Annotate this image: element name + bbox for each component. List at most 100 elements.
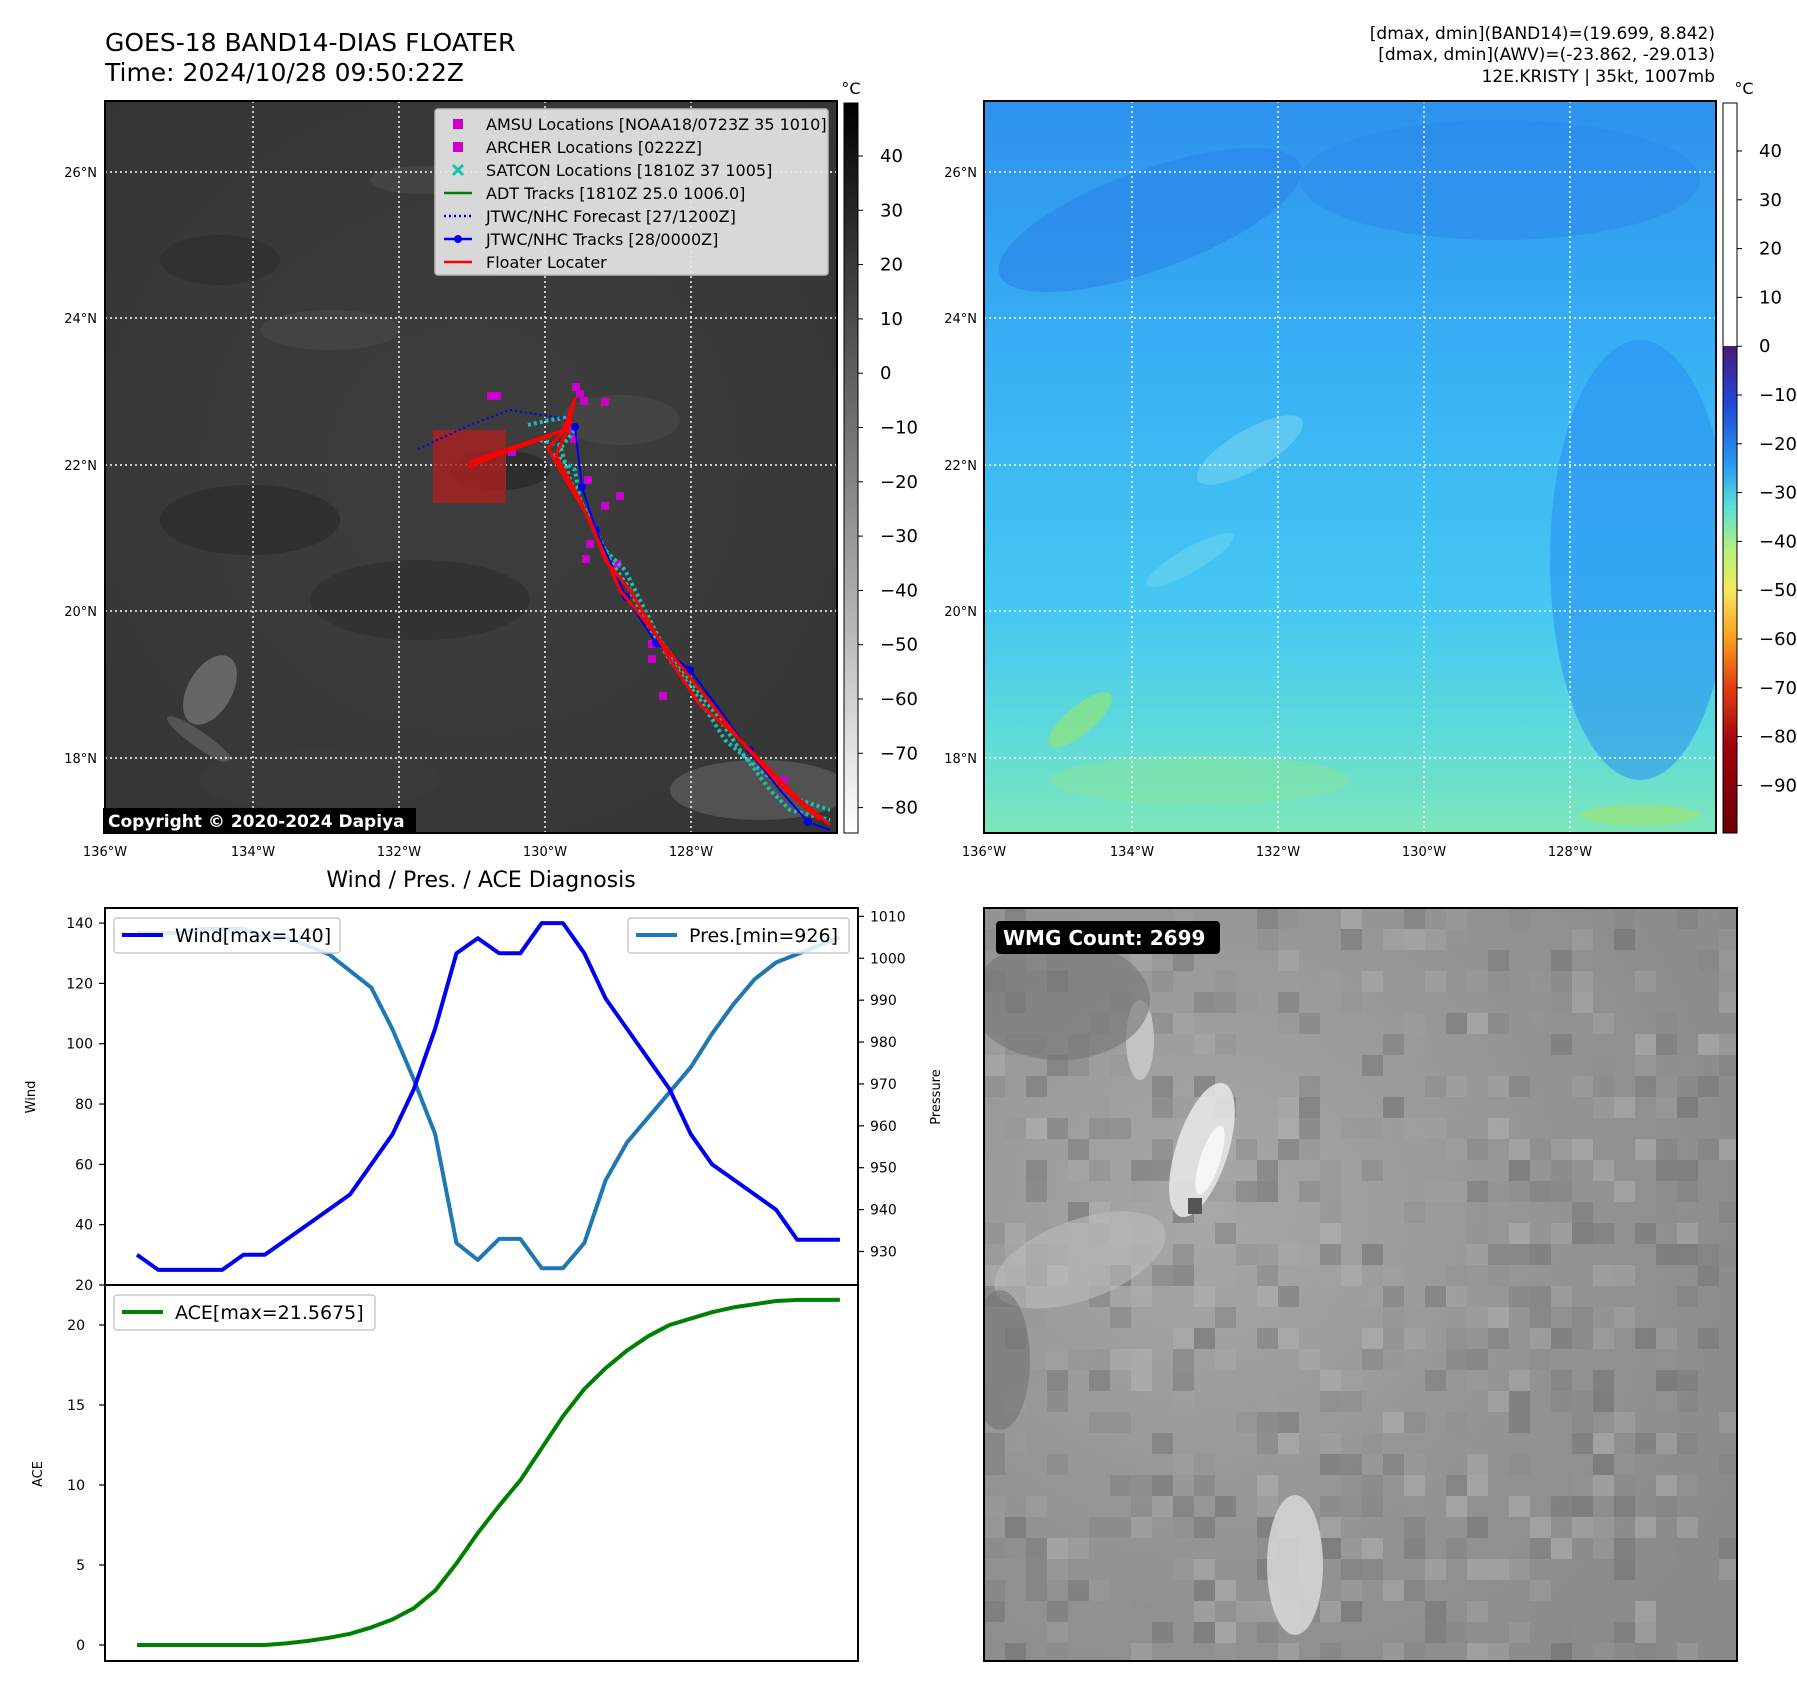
figure-time: Time: 2024/10/28 09:50:22Z (104, 58, 464, 87)
pressure-tick-label: 1010 (870, 909, 906, 925)
pressure-tick-label: 950 (870, 1161, 897, 1177)
wmg-count-badge (996, 921, 1220, 954)
ir-colorbar-tick-label: 10 (880, 309, 903, 330)
pressure-tick-label: 990 (870, 993, 897, 1009)
legend-dot-marker (454, 235, 462, 243)
wmg-count-label: WMG Count: 2699 (1003, 926, 1205, 950)
wv-colorbar-tick-label: 20 (1759, 239, 1782, 260)
jtwc-forecast-track (417, 408, 576, 450)
ace-legend-box (113, 1294, 376, 1331)
wv-colorbar-tick-label: 10 (1759, 287, 1782, 308)
pressure-legend: Pres.[min=926] (627, 917, 850, 954)
pressure-tick-label: 960 (870, 1119, 897, 1135)
ir-colorbar-ticks: 40 30 20 10 0 −10 −20 −30 −40 −50 −60 −70 −80 (858, 146, 918, 819)
wv-lon-label: 132°W (1256, 845, 1300, 860)
wv-lat-label: 18°N (944, 752, 977, 767)
legend-item: Floater Locater (444, 253, 607, 272)
ir-lat-label: 20°N (64, 605, 97, 620)
figure-title: GOES-18 BAND14-DIAS FLOATER (105, 28, 515, 57)
wv-colorbar-tick-label: −60 (1759, 629, 1797, 650)
ir-lat-label: 22°N (64, 459, 97, 474)
legend-item-label: ADT Tracks [1810Z 25.0 1006.0] (486, 184, 745, 203)
ir-cloud-texture (160, 166, 837, 820)
pressure-tick-label: 940 (870, 1203, 897, 1219)
wmg-frame (983, 907, 1738, 1662)
legend-item: ARCHER Locations [0222Z] (453, 138, 702, 157)
wind-pressure-axes (104, 907, 859, 1286)
wind-tick-label: 80 (75, 1097, 93, 1113)
wv-colorbar-tick-label: −80 (1759, 727, 1797, 748)
wind-tick-label: 20 (75, 1278, 93, 1294)
ace-legend: ACE[max=21.5675] (113, 1294, 376, 1331)
pressure-axis-label: Pressure (929, 1069, 944, 1125)
legend-item-label: Floater Locater (486, 253, 607, 272)
ir-colorbar-tick-label: 20 (880, 255, 903, 276)
ace-tick-label: 5 (76, 1558, 85, 1574)
wind-legend-label: Wind[max=140] (175, 925, 331, 947)
wv-lon-label: 134°W (1110, 845, 1154, 860)
ir-map-panel: AMSU Locations [NOAA18/0723Z 35 1010] ARC… (64, 79, 918, 860)
wmg-center-pixel (1188, 1198, 1202, 1214)
wv-colorbar-ticks: 40 30 20 10 0 −10 −20 −30 −40 −50 −60 −70 −80 −90 (1737, 141, 1797, 796)
copyright-bg (103, 808, 416, 834)
legend-item-label: AMSU Locations [NOAA18/0723Z 35 1010] (486, 115, 827, 134)
jtwc-track-points (571, 423, 812, 826)
legend-x-marker (451, 163, 465, 177)
ir-lon-labels: 136°W 134°W 132°W 130°W 128°W (83, 845, 713, 860)
ir-colorbar-tick-label: −60 (880, 689, 918, 710)
ir-colorbar-tick-label: −10 (880, 418, 918, 439)
awv-range: [dmax, dmin](AWV)=(-23.862, -29.013) (1378, 45, 1715, 65)
wv-colorbar-tick-label: −40 (1759, 531, 1797, 552)
ir-colorbar-tick-label: 0 (880, 363, 891, 384)
wv-lat-label: 22°N (944, 459, 977, 474)
ace-line-group (137, 1297, 840, 1647)
band14-range: [dmax, dmin](BAND14)=(19.699, 8.842) (1370, 24, 1715, 44)
wmg-bright-features (984, 940, 1323, 1635)
wv-lon-labels: 136°W 134°W 132°W 130°W 128°W (962, 845, 1592, 860)
ace-tick-label: 15 (67, 1398, 85, 1414)
legend-item-label: ARCHER Locations [0222Z] (486, 138, 702, 157)
diagnosis-panel: Wind / Pres. / ACE Diagnosis 14012010080… (24, 868, 944, 1662)
legend-box (434, 108, 829, 276)
ir-colorbar-tick-label: −40 (880, 580, 918, 601)
ir-lat-labels: 26°N 24°N 22°N 20°N 18°N (64, 166, 97, 767)
pressure-legend-box (627, 917, 850, 954)
legend-item-label: JTWC/NHC Forecast [27/1200Z] (485, 207, 736, 226)
ir-colorbar-tick-label: 30 (880, 200, 903, 221)
ir-colorbar-tick-label: −70 (880, 743, 918, 764)
wv-lon-label: 130°W (1402, 845, 1446, 860)
legend-item: SATCON Locations [1810Z 37 1005] (451, 161, 772, 180)
wv-colorbar-unit: °C (1734, 79, 1753, 98)
wind-tick-label: 120 (66, 976, 93, 992)
wv-colorbar-tick-label: −20 (1759, 434, 1797, 455)
ace-axis-ticks: 20 15 10 5 0 (67, 1318, 105, 1654)
wv-colorbar-tick-label: −10 (1759, 385, 1797, 406)
wv-colorbar-tick-label: 40 (1759, 141, 1782, 162)
legend-item-label: JTWC/NHC Tracks [28/0000Z] (485, 230, 718, 249)
ace-axes (104, 1284, 859, 1662)
ir-colorbar-unit: °C (841, 79, 860, 98)
storm-info: 12E.KRISTY | 35kt, 1007mb (1482, 67, 1715, 87)
diagnosis-title: Wind / Pres. / ACE Diagnosis (326, 868, 635, 893)
wv-colorbar (1722, 102, 1738, 834)
ir-colorbar-tick-label: −80 (880, 798, 918, 819)
wv-lat-label: 26°N (944, 166, 977, 181)
ace-legend-label: ACE[max=21.5675] (175, 1302, 364, 1324)
ir-lon-label: 136°W (83, 845, 127, 860)
ir-lon-label: 130°W (523, 845, 567, 860)
wind-line (135, 921, 840, 1272)
legend-square-marker (453, 119, 463, 129)
copyright-label: Copyright © 2020-2024 Dapiya (108, 812, 405, 832)
pressure-tick-label: 1000 (870, 951, 906, 967)
ir-lon-label: 132°W (377, 845, 421, 860)
ir-lon-label: 128°W (669, 845, 713, 860)
pressure-tick-label: 980 (870, 1035, 897, 1051)
ace-tick-label: 10 (67, 1478, 85, 1494)
ir-map-frame (104, 100, 838, 834)
ace-axis-label: ACE (31, 1461, 46, 1487)
wind-axis-label: Wind (24, 1081, 39, 1114)
legend-square-marker (453, 142, 463, 152)
wv-colorbar-tick-label: −50 (1759, 580, 1797, 601)
ir-colorbar (843, 102, 859, 834)
wind-axis-ticks: 140 120 100 80 60 40 20 (66, 916, 105, 1294)
